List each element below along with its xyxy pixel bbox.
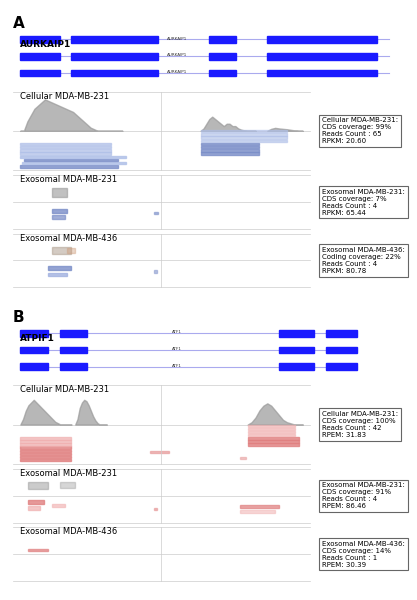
Bar — [71, 53, 158, 59]
Text: Cellular MDA-MB-231:
CDS coverage: 99%
Reads Count : 65
RPKM: 20.60: Cellular MDA-MB-231: CDS coverage: 99% R… — [322, 118, 398, 145]
Bar — [20, 437, 71, 440]
Bar — [267, 70, 377, 76]
Bar — [20, 330, 48, 337]
Text: AURKAIP1: AURKAIP1 — [167, 70, 187, 74]
Bar — [20, 143, 111, 145]
Bar — [20, 459, 71, 461]
Bar — [71, 36, 158, 43]
Bar — [326, 330, 357, 337]
Bar — [248, 437, 299, 440]
Text: Exosomal MDA-MB-436: Exosomal MDA-MB-436 — [20, 233, 118, 242]
Bar — [201, 149, 259, 152]
Text: AURKAIP1: AURKAIP1 — [20, 40, 72, 49]
Text: Exosomal MDA-MB-231:
CDS coverage: 7%
Reads Count : 4
RPKM: 65.44: Exosomal MDA-MB-231: CDS coverage: 7% Re… — [322, 188, 405, 215]
Text: Cellular MDA-MB-231: Cellular MDA-MB-231 — [20, 92, 110, 101]
Text: Exosomal MDA-MB-231: Exosomal MDA-MB-231 — [20, 469, 118, 478]
Text: Exosomal MDA-MB-231: Exosomal MDA-MB-231 — [20, 175, 118, 184]
Bar — [20, 449, 71, 452]
Text: Exosomal MDA-MB-436:
Coding coverage: 22%
Reads Count : 4
RPKM: 80.78: Exosomal MDA-MB-436: Coding coverage: 22… — [322, 247, 405, 274]
Bar — [20, 452, 71, 455]
Bar — [52, 209, 68, 213]
Text: B: B — [13, 310, 24, 325]
Bar — [60, 347, 87, 353]
Bar — [20, 440, 71, 443]
Text: AURKAIP1: AURKAIP1 — [167, 37, 187, 41]
Bar — [279, 347, 314, 353]
Bar — [24, 159, 118, 161]
Text: ATPIF1: ATPIF1 — [20, 334, 55, 343]
Bar — [71, 70, 158, 76]
Bar — [20, 165, 118, 167]
Bar — [20, 149, 111, 152]
Bar — [68, 248, 75, 253]
Bar — [20, 152, 111, 155]
Bar — [28, 500, 44, 504]
Bar — [20, 36, 60, 43]
Bar — [20, 347, 48, 353]
Bar — [60, 330, 87, 337]
Bar — [201, 130, 287, 133]
Text: Cellular MDA-MB-231: Cellular MDA-MB-231 — [20, 385, 110, 394]
Bar — [20, 70, 60, 76]
Bar — [201, 146, 259, 148]
Text: Exosomal MDA-MB-436: Exosomal MDA-MB-436 — [20, 527, 118, 536]
Bar — [153, 212, 158, 214]
Text: ATF1: ATF1 — [172, 330, 182, 334]
Bar — [267, 36, 377, 43]
Bar — [153, 271, 157, 272]
Bar — [208, 70, 236, 76]
Bar — [279, 330, 314, 337]
Bar — [201, 152, 259, 155]
Bar — [248, 431, 295, 433]
Bar — [208, 53, 236, 59]
Bar — [20, 155, 126, 158]
Bar — [28, 548, 48, 551]
Bar — [248, 440, 299, 443]
Text: AURKAIP1: AURKAIP1 — [167, 53, 187, 57]
Bar — [208, 36, 236, 43]
Text: ATF1: ATF1 — [172, 364, 182, 368]
Bar — [240, 505, 279, 508]
Bar — [201, 140, 287, 142]
Bar — [326, 364, 357, 370]
Bar — [20, 446, 71, 449]
Bar — [48, 272, 68, 276]
Bar — [201, 136, 287, 139]
Bar — [28, 482, 48, 489]
Bar — [150, 451, 169, 453]
Bar — [267, 53, 377, 59]
Bar — [60, 482, 75, 488]
Bar — [153, 508, 157, 510]
Text: Exosomal MDA-MB-436:
CDS coverage: 14%
Reads Count : 1
RPEM: 30.39: Exosomal MDA-MB-436: CDS coverage: 14% R… — [322, 541, 405, 568]
Bar — [248, 425, 295, 427]
Bar — [201, 133, 287, 136]
Bar — [20, 53, 60, 59]
Bar — [52, 188, 68, 197]
Bar — [240, 457, 246, 459]
Bar — [52, 215, 65, 219]
Text: Exosomal MDA-MB-231:
CDS coverage: 91%
Reads Count : 4
RPEM: 86.46: Exosomal MDA-MB-231: CDS coverage: 91% R… — [322, 482, 405, 509]
Bar — [20, 364, 48, 370]
Bar — [20, 146, 111, 148]
Bar — [326, 347, 357, 353]
Text: Cellular MDA-MB-231:
CDS coverage: 100%
Reads Count : 42
RPEM: 31.83: Cellular MDA-MB-231: CDS coverage: 100% … — [322, 411, 398, 438]
Bar — [52, 504, 65, 507]
Bar — [279, 364, 314, 370]
Bar — [23, 162, 126, 164]
Text: A: A — [13, 16, 24, 31]
Bar — [60, 364, 87, 370]
Bar — [20, 443, 71, 446]
Bar — [248, 428, 295, 430]
Bar — [248, 443, 299, 446]
Bar — [240, 510, 275, 512]
Bar — [20, 456, 71, 458]
Bar — [52, 247, 71, 254]
Bar — [248, 434, 295, 436]
Text: ATF1: ATF1 — [172, 347, 182, 351]
Bar — [201, 143, 259, 145]
Bar — [28, 506, 40, 510]
Bar — [48, 266, 71, 271]
